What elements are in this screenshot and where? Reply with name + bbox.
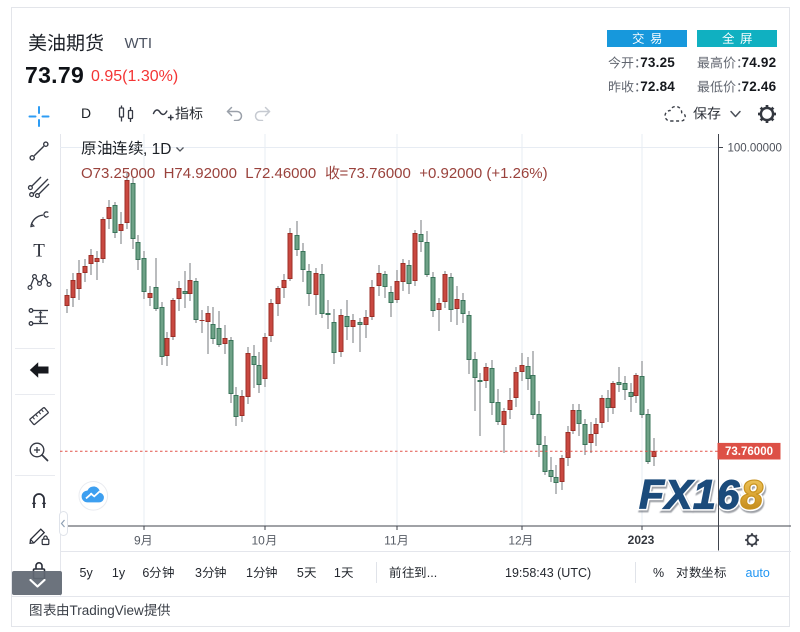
tools-separator <box>59 134 61 596</box>
save-button[interactable] <box>693 106 721 121</box>
instrument-symbol: WTI <box>124 34 153 52</box>
svg-text:73.76000: 73.76000 <box>725 446 773 458</box>
low-label <box>697 80 749 94</box>
time-axis-tick-label: 9 <box>134 534 153 547</box>
hide-panel-arrow-icon[interactable] <box>27 359 51 381</box>
time-axis-tick-label: 11 <box>384 534 408 547</box>
svg-text:T: T <box>33 241 45 262</box>
low-value: 72.46 <box>741 78 777 94</box>
tools-divider <box>15 393 55 395</box>
cloud-save-icon[interactable] <box>663 104 688 124</box>
percent-scale-button[interactable]: % <box>653 565 665 580</box>
undo-icon[interactable] <box>225 106 244 121</box>
trendline-tool-icon[interactable] <box>27 139 51 163</box>
zoom-in-icon[interactable] <box>27 440 51 464</box>
crosshair-icon[interactable] <box>28 105 50 128</box>
last-price-label: 73.76000 <box>717 442 780 460</box>
attribution-text: TradingView <box>29 603 171 618</box>
save-menu-chevron-icon[interactable] <box>729 110 742 119</box>
clock-utc[interactable]: 19:58:43 (UTC) <box>505 565 592 580</box>
price-axis-label: 100.00000 <box>727 143 781 155</box>
price-change: 0.95(1.30%) <box>91 67 179 85</box>
trade-button[interactable] <box>607 29 688 47</box>
series-title: , 1D <box>81 141 171 158</box>
drawing-lock-icon[interactable] <box>27 523 52 548</box>
open-value: 73.25 <box>640 54 675 70</box>
chevron-down-icon <box>28 578 46 588</box>
range-5d[interactable]: 5 <box>297 566 316 580</box>
footer-bar <box>11 596 789 626</box>
indicators-button[interactable] <box>175 106 203 121</box>
measure-ruler-icon[interactable] <box>27 404 51 428</box>
high-value: 74.92 <box>741 54 777 70</box>
fullscreen-button[interactable] <box>697 29 778 47</box>
goto-date-button[interactable]: ... <box>389 566 437 580</box>
gann-fib-tool-icon[interactable] <box>27 174 51 198</box>
tools-divider <box>15 348 55 349</box>
range-3min[interactable]: 3 <box>195 566 227 580</box>
instrument-title <box>28 33 104 55</box>
indicators-icon[interactable] <box>152 104 174 124</box>
svg-text:FX168: FX168 <box>639 472 764 518</box>
tradingview-watermark <box>78 480 108 511</box>
chart-style-icon[interactable] <box>115 103 137 125</box>
chart-legend-series[interactable]: , 1D <box>81 140 185 158</box>
range-1min[interactable]: 1 <box>246 566 278 580</box>
tools-divider <box>15 475 55 476</box>
candles <box>64 173 656 494</box>
collapse-toolbar-handle[interactable] <box>58 510 68 537</box>
text-tool-icon[interactable]: T <box>27 238 51 262</box>
chart-widget: WTI 73.79 0.95(1.30%) 73.25 74.92 72.84 … <box>10 6 792 627</box>
auto-scale-button[interactable]: auto <box>745 565 770 580</box>
time-axis-tick-label: 10 <box>252 534 277 547</box>
axis-settings-gear-icon[interactable] <box>744 532 760 548</box>
chart-legend-ohlc: O73.25000 H74.92000 L72.46000 =73.76000 … <box>81 164 548 182</box>
range-5y[interactable]: 5y <box>79 565 93 580</box>
time-axis-tick-label: 12 <box>508 534 533 547</box>
redo-icon[interactable] <box>253 106 272 121</box>
last-price: 73.79 <box>25 61 85 88</box>
range-6min[interactable]: 6 <box>142 566 174 580</box>
chevron-left-icon <box>60 519 65 528</box>
range-1d[interactable]: 1 <box>334 566 353 580</box>
prev-close-label <box>608 80 647 94</box>
time-axis-tick-label: 2023 <box>627 533 655 547</box>
svg-text:FX168: FX168 <box>639 472 764 518</box>
range-1y[interactable]: 1y <box>111 565 126 580</box>
settings-gear-icon[interactable] <box>756 103 778 125</box>
bottom-separator <box>634 562 636 583</box>
bottom-toolbar <box>59 550 791 596</box>
brush-tool-icon[interactable] <box>27 207 51 231</box>
high-label <box>697 56 749 70</box>
interval-selector[interactable]: D <box>81 104 92 121</box>
tools-scroll-down-button[interactable] <box>12 571 62 595</box>
legend-chevron-icon <box>176 146 185 152</box>
magnet-mode-icon[interactable] <box>27 488 51 512</box>
open-label <box>608 56 647 70</box>
log-scale-button[interactable] <box>676 566 726 580</box>
prev-close-value: 72.84 <box>640 78 675 94</box>
long-position-tool-icon[interactable] <box>27 305 51 329</box>
bottom-separator <box>375 562 377 583</box>
xabcd-pattern-tool-icon[interactable] <box>27 270 52 294</box>
